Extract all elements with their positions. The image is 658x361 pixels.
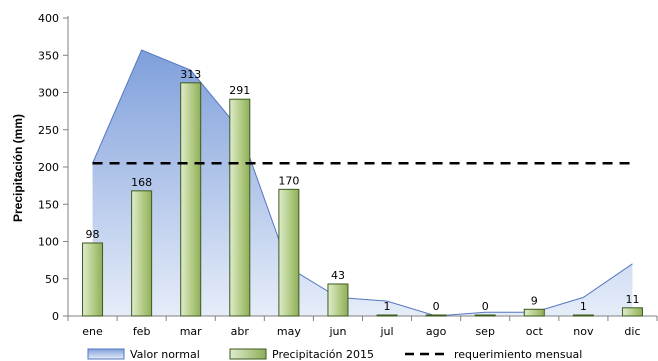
x-tick-label: oct xyxy=(526,325,544,338)
legend-swatch-bar xyxy=(229,348,267,360)
x-tick-label: ago xyxy=(426,325,447,338)
bar xyxy=(376,314,398,317)
legend-label-req: requerimiento mensual xyxy=(454,348,582,361)
legend-label-2015: Precipitación 2015 xyxy=(272,348,374,361)
bar-data-label: 43 xyxy=(331,269,345,282)
bar-data-label: 1 xyxy=(580,300,587,313)
x-tick-label: ene xyxy=(82,325,103,338)
bar xyxy=(474,314,496,317)
bar-data-label: 1 xyxy=(384,300,391,313)
bar-data-label: 11 xyxy=(625,293,639,306)
bar-data-label: 170 xyxy=(278,174,299,187)
legend-swatch-area xyxy=(87,348,125,360)
y-tick-label: 250 xyxy=(38,124,59,137)
bar-data-label: 9 xyxy=(531,294,538,307)
bar xyxy=(572,314,594,317)
x-tick-label: mar xyxy=(180,325,202,338)
y-tick-label: 100 xyxy=(38,236,59,249)
y-tick-label: 50 xyxy=(45,273,59,286)
x-tick-label: jul xyxy=(379,325,393,338)
bar-data-label: 313 xyxy=(180,68,201,81)
bar-data-label: 0 xyxy=(482,300,489,313)
x-tick-label: dic xyxy=(624,325,640,338)
y-axis-label: Precipitación (mm) xyxy=(11,114,25,222)
y-tick-label: 0 xyxy=(52,310,59,323)
x-tick-label: sep xyxy=(475,325,494,338)
y-tick-label: 150 xyxy=(38,198,59,211)
y-tick-label: 400 xyxy=(38,12,59,25)
bar xyxy=(278,188,300,317)
bar xyxy=(131,190,153,317)
bar-data-label: 168 xyxy=(131,176,152,189)
bar xyxy=(621,307,643,317)
x-tick-label: jun xyxy=(328,325,346,338)
bar xyxy=(425,314,447,317)
bar xyxy=(523,308,545,317)
y-tick-label: 350 xyxy=(38,49,59,62)
y-tick-label: 200 xyxy=(38,161,59,174)
bar-data-label: 0 xyxy=(433,300,440,313)
legend-label-normal: Valor normal xyxy=(130,348,200,361)
x-tick-label: nov xyxy=(573,325,594,338)
y-tick-label: 300 xyxy=(38,87,59,100)
area-valor-normal xyxy=(92,50,633,316)
bar xyxy=(180,82,202,317)
bar xyxy=(82,242,104,317)
bar xyxy=(327,283,349,317)
x-tick-label: feb xyxy=(133,325,151,338)
bar xyxy=(229,98,251,317)
x-tick-label: may xyxy=(277,325,301,338)
bar-data-label: 98 xyxy=(86,228,100,241)
x-tick-label: abr xyxy=(231,325,250,338)
bar-data-label: 291 xyxy=(229,84,250,97)
legend: Valor normal Precipitación 2015 requerim… xyxy=(87,348,582,361)
